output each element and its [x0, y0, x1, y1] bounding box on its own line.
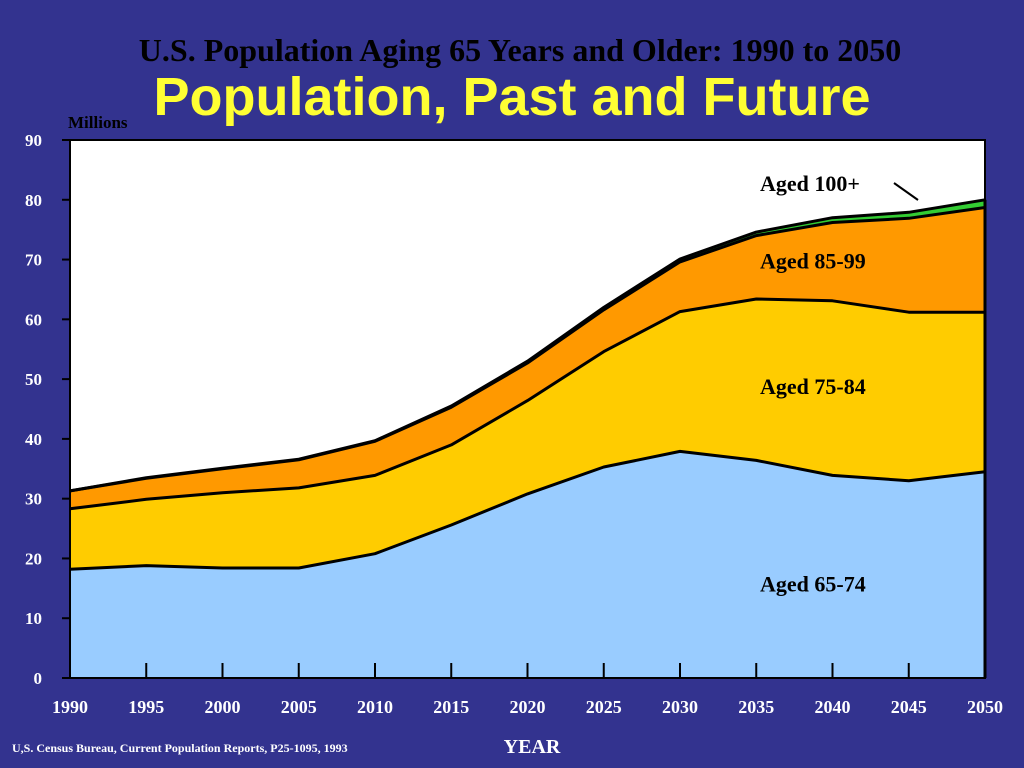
area-aged-85-99 [70, 207, 985, 509]
y-tick-label: 10 [25, 609, 42, 628]
boundary-aged-100 [69, 198, 986, 493]
area-aged-75-84 [70, 299, 985, 570]
y-tick-label: 90 [25, 131, 42, 150]
y-axis-ticks: 0 10 20 30 40 50 60 70 80 90 [25, 131, 70, 688]
y-tick-label: 0 [34, 669, 43, 688]
area-aged-65-74 [70, 451, 985, 678]
x-tick-label: 2000 [205, 697, 241, 717]
series-label-aged-85-99: Aged 85-99 [760, 249, 866, 274]
series-label-aged-65-74: Aged 65-74 [760, 571, 866, 596]
x-tick-label: 1990 [52, 697, 88, 717]
x-tick-label: 2020 [510, 697, 546, 717]
x-tick-label: 2005 [281, 697, 317, 717]
x-tick-label: 1995 [128, 697, 164, 717]
y-tick-label: 60 [25, 310, 42, 329]
series-label-aged-75-84: Aged 75-84 [760, 374, 866, 399]
x-tick-label: 2010 [357, 697, 393, 717]
x-tick-label: 2045 [891, 697, 927, 717]
aged-100-leader-line [893, 182, 919, 201]
series-areas [70, 199, 985, 678]
x-tick-label: 2030 [662, 697, 698, 717]
page-title: Population, Past and Future [153, 67, 871, 127]
y-tick-label: 30 [25, 490, 42, 509]
y-tick-label: 20 [25, 549, 42, 568]
source-citation: U,S. Census Bureau, Current Population R… [12, 741, 348, 755]
x-tick-label: 2025 [586, 697, 622, 717]
chart-subtitle: U.S. Population Aging 65 Years and Older… [138, 32, 902, 68]
y-tick-label: 50 [25, 370, 42, 389]
y-tick-label: 40 [25, 430, 42, 449]
series-labels: Aged 100+ Aged 85-99 Aged 75-84 Aged 65-74 [760, 171, 866, 597]
boundary-aged-65-74 [69, 449, 986, 571]
x-axis-label: YEAR [504, 736, 561, 758]
series-label-aged-100: Aged 100+ [760, 171, 860, 196]
x-axis-ticks: 1990 1995 2000 2005 2010 2015 2020 2025 2030 2035… [52, 663, 1003, 717]
x-tick-label: 2040 [815, 697, 851, 717]
x-tick-label: 2015 [433, 697, 469, 717]
y-axis-label: Millions [68, 113, 128, 132]
x-tick-label: 2050 [967, 697, 1003, 717]
x-tick-label: 2035 [738, 697, 774, 717]
y-tick-label: 80 [25, 191, 42, 210]
y-tick-label: 70 [25, 251, 42, 270]
boundary-aged-75-84 [69, 297, 985, 511]
